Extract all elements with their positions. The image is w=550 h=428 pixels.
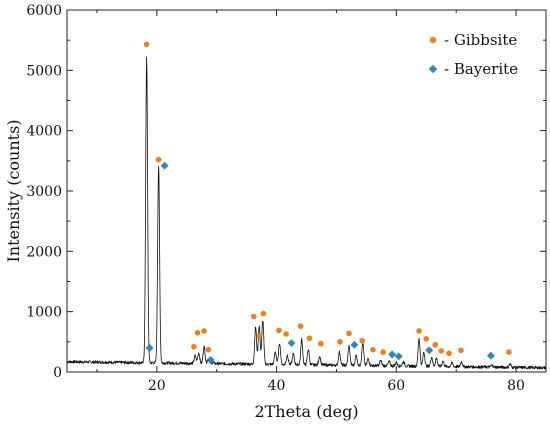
y-tick-label-1: 1000 — [26, 305, 62, 321]
y-axis-title: Intensity (counts) — [4, 119, 23, 262]
y-tick-label-3: 3000 — [26, 184, 62, 200]
gibbsite-marker-25 — [506, 349, 512, 355]
gibbsite-marker-3 — [194, 329, 201, 336]
bayerite-marker-7 — [425, 346, 434, 355]
bayerite-marker-5 — [388, 350, 397, 359]
gibbsite-marker-11 — [297, 323, 304, 329]
legend-item-gibbsite: - Gibbsite — [429, 31, 517, 49]
gibbsite-marker-24 — [458, 347, 464, 354]
legend: - Gibbsite - Bayerite — [428, 31, 518, 78]
bayerite-marker-8 — [486, 351, 495, 360]
y-tick-label-0: 0 — [53, 365, 62, 381]
xrd-pattern-layer — [66, 56, 547, 370]
gibbsite-legend-label: - Gibbsite — [444, 31, 517, 49]
bayerite-marker-4 — [350, 340, 359, 349]
gibbsite-marker-17 — [370, 346, 376, 353]
gibbsite-marker-14 — [337, 339, 343, 345]
xrd-pattern-line — [66, 56, 547, 370]
gibbsite-marker-5 — [205, 346, 212, 353]
gibbsite-marker-7 — [256, 333, 262, 339]
gibbsite-marker-4 — [201, 328, 207, 334]
phase-marker-layer — [143, 41, 512, 364]
x-tick-label-1: 40 — [268, 378, 286, 394]
gibbsite-marker-22 — [438, 348, 445, 354]
gibbsite-marker-1 — [155, 156, 162, 163]
gibbsite-marker-19 — [416, 328, 422, 334]
y-tick-label-2: 2000 — [26, 244, 62, 260]
gibbsite-marker-16 — [359, 337, 365, 344]
x-axis-title: 2Theta (deg) — [254, 402, 358, 421]
gibbsite-marker-15 — [346, 330, 352, 337]
gibbsite-marker-18 — [380, 349, 386, 355]
x-tick-label-3: 80 — [507, 378, 525, 394]
gibbsite-marker-20 — [423, 336, 430, 342]
gibbsite-marker-21 — [432, 342, 439, 348]
bayerite-legend-marker — [428, 64, 438, 74]
gibbsite-marker-2 — [191, 343, 197, 350]
legend-item-bayerite: - Bayerite — [428, 60, 518, 78]
y-tick-label-4: 4000 — [26, 124, 62, 140]
gibbsite-marker-12 — [306, 335, 313, 342]
y-tick-label-6: 6000 — [26, 3, 62, 19]
gibbsite-marker-6 — [251, 313, 257, 320]
gibbsite-marker-10 — [283, 331, 289, 337]
x-tick-label-2: 60 — [387, 378, 405, 394]
bayerite-marker-6 — [394, 352, 403, 361]
bayerite-marker-1 — [160, 161, 169, 170]
gibbsite-marker-0 — [143, 41, 150, 48]
gibbsite-marker-9 — [276, 327, 282, 334]
gibbsite-marker-13 — [318, 340, 324, 347]
bayerite-legend-label: - Bayerite — [444, 60, 518, 78]
gibbsite-marker-23 — [446, 350, 452, 357]
gibbsite-legend-marker — [429, 36, 437, 44]
axes-layer: 20 40 60 80 0 1000 2000 3000 4000 5000 6000 — [26, 3, 547, 394]
x-tick-label-0: 20 — [148, 378, 166, 394]
bayerite-marker-2 — [206, 355, 215, 364]
y-tick-label-5: 5000 — [26, 63, 62, 79]
bayerite-marker-3 — [287, 339, 296, 347]
bayerite-marker-0 — [145, 343, 154, 352]
gibbsite-marker-8 — [260, 310, 267, 317]
